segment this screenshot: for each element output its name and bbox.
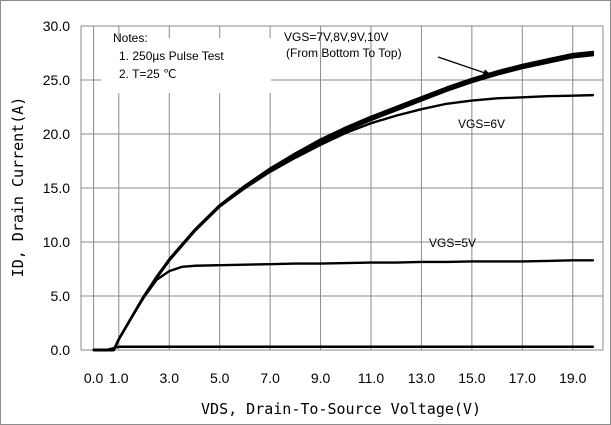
series-line-6 [92,50,595,352]
series-line-2 [92,93,595,352]
y-tick-label: 20.0 [43,126,70,142]
note-1: 1. 250µs Pulse Test [119,49,224,63]
y-axis-title: ID, Drain Current(A) [9,97,27,278]
series-line-0 [92,345,595,352]
y-tick-label: 0.0 [51,342,71,358]
y-tick-label: 10.0 [43,234,70,250]
series-line-3 [92,53,595,352]
series-line-1 [92,259,595,352]
x-tick-label: 17.0 [509,370,536,386]
x-tick-label: 9.0 [311,370,331,386]
x-tick-label: 3.0 [160,370,180,386]
x-tick-label: 19.0 [559,370,586,386]
x-tick-label: 5.0 [210,370,230,386]
tick-labels: 0.0 1.0 3.0 5.0 7.0 9.0 11.0 13.0 15.0 17.0 19.0 0.… [43,18,587,386]
notes-title: Notes: [113,31,148,45]
label-vgs-6v: VGS=6V [458,117,505,131]
annotation-arrowhead [482,69,492,76]
y-tick-label: 25.0 [43,72,70,88]
x-tick-label: 13.0 [408,370,435,386]
notes-box [101,38,271,93]
y-tick-label: 15.0 [43,180,70,196]
x-tick-label: 11.0 [358,370,384,386]
annotation-arrow [437,56,489,75]
x-tick-label: 0.0 [84,370,104,386]
label-vgs-5v: VGS=5V [429,236,476,250]
x-axis-title: VDS, Drain-To-Source Voltage(V) [201,400,481,418]
grid [81,25,603,350]
x-tick-label: 1.0 [109,370,129,386]
y-tick-label: 5.0 [51,288,71,304]
y-tick-label: 30.0 [43,18,70,34]
series-lines [92,50,595,352]
label-vgs-high-order: (From Bottom To Top) [286,46,402,60]
axes [80,26,604,351]
x-tick-label: 7.0 [260,370,280,386]
note-2: 2. T=25 ℃ [119,67,177,81]
label-vgs-high: VGS=7V,8V,9V,10V [284,30,388,44]
annotations: Notes: 1. 250µs Pulse Test 2. T=25 ℃ VGS… [101,30,505,250]
x-tick-label: 15.0 [458,370,485,386]
